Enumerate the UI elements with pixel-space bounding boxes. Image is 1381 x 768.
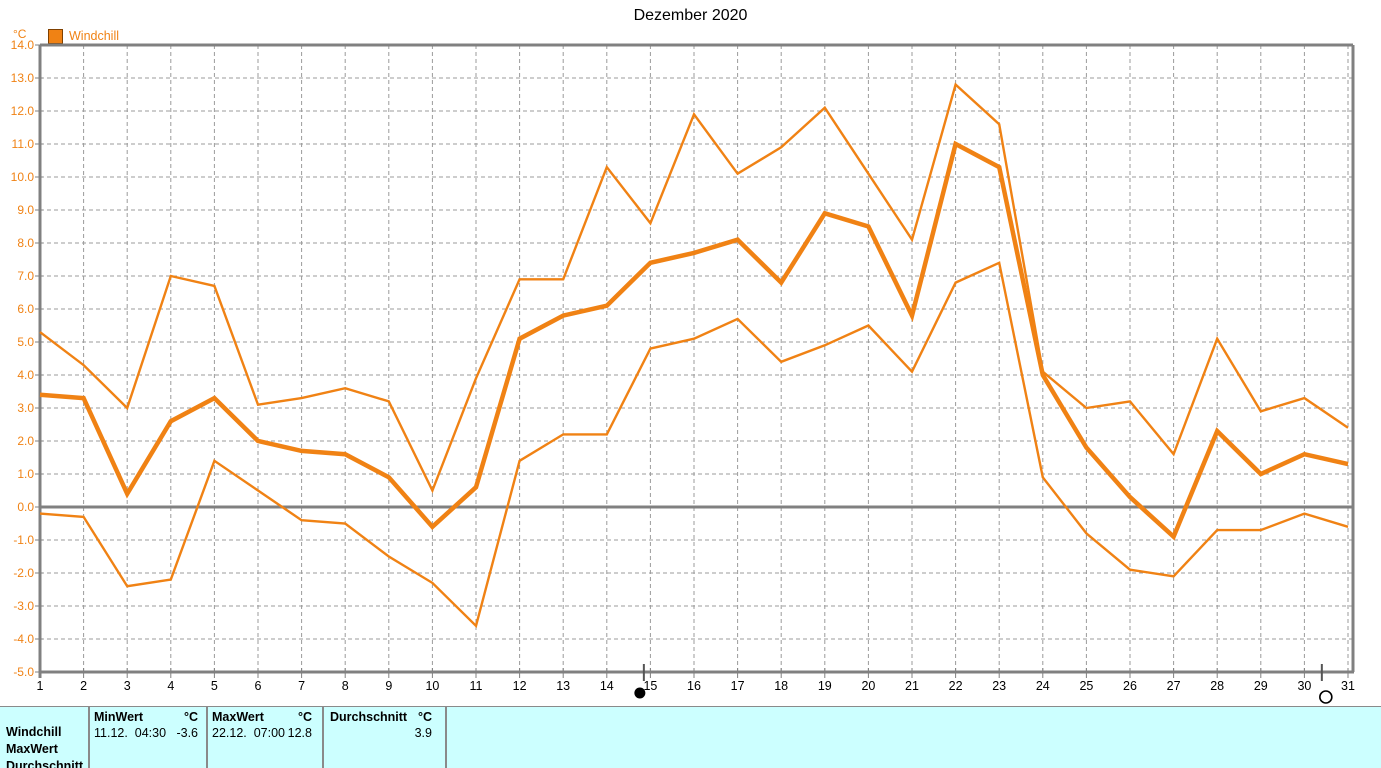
y-tick-label: -4.0 [13, 632, 34, 646]
minwert-value: -3.6 [176, 726, 198, 740]
panel-divider [206, 707, 208, 768]
x-tick-label: 8 [342, 679, 349, 693]
durchschnitt-header: Durchschnitt [330, 710, 408, 724]
y-tick-label: 2.0 [17, 434, 34, 448]
x-tick-label: 29 [1254, 679, 1268, 693]
y-axis-unit-label: °C [13, 27, 27, 41]
row-label-windchill: Windchill [6, 725, 62, 739]
series-line-max [39, 82, 1349, 494]
y-tick-label: 12.0 [11, 104, 35, 118]
y-tick-label: 3.0 [17, 401, 34, 415]
stats-panel: Windchill MaxWert Durchschnitt MinWert °… [0, 706, 1381, 768]
minwert-datetime: 11.12. 04:30 [94, 726, 167, 740]
y-tick-label: 10.0 [11, 170, 35, 184]
x-tick-label: 15 [643, 679, 657, 693]
x-tick-label: 19 [818, 679, 832, 693]
row-label-durchschnitt: Durchschnitt [6, 759, 84, 768]
new-moon-icon [634, 687, 646, 699]
x-tick-label: 10 [425, 679, 439, 693]
y-tick-label: 0.0 [17, 500, 34, 514]
x-tick-label: 26 [1123, 679, 1137, 693]
row-label-maxwert: MaxWert [6, 742, 58, 756]
panel-divider [445, 707, 447, 768]
x-tick-label: 1 [37, 679, 44, 693]
x-tick-label: 22 [949, 679, 963, 693]
maxwert-unit: °C [297, 710, 312, 724]
x-tick-label: 18 [774, 679, 788, 693]
y-tick-label: -5.0 [13, 665, 34, 679]
y-tick-label: 9.0 [17, 203, 34, 217]
y-tick-label: 11.0 [12, 137, 35, 151]
y-tick-label: 4.0 [17, 368, 34, 382]
x-tick-label: 6 [255, 679, 262, 693]
x-tick-label: 4 [167, 679, 174, 693]
x-tick-label: 17 [731, 679, 745, 693]
y-tick-label: 14.0 [11, 38, 35, 52]
y-tick-label: 8.0 [17, 236, 34, 250]
maxwert-datetime: 22.12. 07:00 [212, 726, 285, 740]
panel-divider [88, 707, 90, 768]
x-tick-label: 23 [992, 679, 1006, 693]
x-tick-label: 9 [385, 679, 392, 693]
x-tick-label: 16 [687, 679, 701, 693]
series-line-min [39, 261, 1349, 629]
x-tick-label: 2 [80, 679, 87, 693]
durchschnitt-unit: °C [417, 710, 432, 724]
x-tick-label: 11 [470, 679, 483, 693]
x-tick-label: 21 [905, 679, 919, 693]
legend-square-icon [48, 28, 63, 44]
panel-divider [322, 707, 324, 768]
x-tick-label: 27 [1167, 679, 1181, 693]
x-tick-label: 14 [600, 679, 614, 693]
y-tick-label: -3.0 [13, 599, 34, 613]
x-tick-label: 13 [556, 679, 570, 693]
x-tick-label: 24 [1036, 679, 1050, 693]
chart-title: Dezember 2020 [633, 7, 748, 24]
full-moon-icon [1319, 690, 1333, 704]
minwert-unit: °C [183, 710, 198, 724]
x-tick-label: 12 [513, 679, 527, 693]
y-tick-label: 7.0 [17, 269, 34, 283]
x-tick-label: 28 [1210, 679, 1224, 693]
x-tick-label: 3 [124, 679, 131, 693]
x-tick-label: 30 [1297, 679, 1311, 693]
x-tick-label: 31 [1341, 679, 1355, 693]
legend-label: Windchill [69, 29, 120, 43]
y-tick-label: 6.0 [17, 302, 34, 316]
x-tick-label: 25 [1079, 679, 1093, 693]
chart-svg: 14.013.012.011.010.09.08.07.06.05.04.03.… [11, 38, 1355, 704]
series-line-average [39, 140, 1349, 541]
y-tick-label: 5.0 [17, 335, 34, 349]
y-tick-label: -1.0 [13, 533, 34, 547]
maxwert-header: MaxWert [212, 710, 264, 724]
x-tick-label: 7 [298, 679, 305, 693]
legend: Windchill [48, 28, 119, 44]
y-tick-label: 1.0 [17, 467, 34, 481]
x-tick-label: 5 [211, 679, 218, 693]
maxwert-value: 12.8 [287, 726, 312, 740]
durchschnitt-value: 3.9 [414, 726, 432, 740]
y-tick-label: -2.0 [13, 566, 34, 580]
minwert-header: MinWert [94, 710, 144, 724]
x-tick-label: 20 [861, 679, 875, 693]
y-tick-label: 13.0 [11, 71, 35, 85]
